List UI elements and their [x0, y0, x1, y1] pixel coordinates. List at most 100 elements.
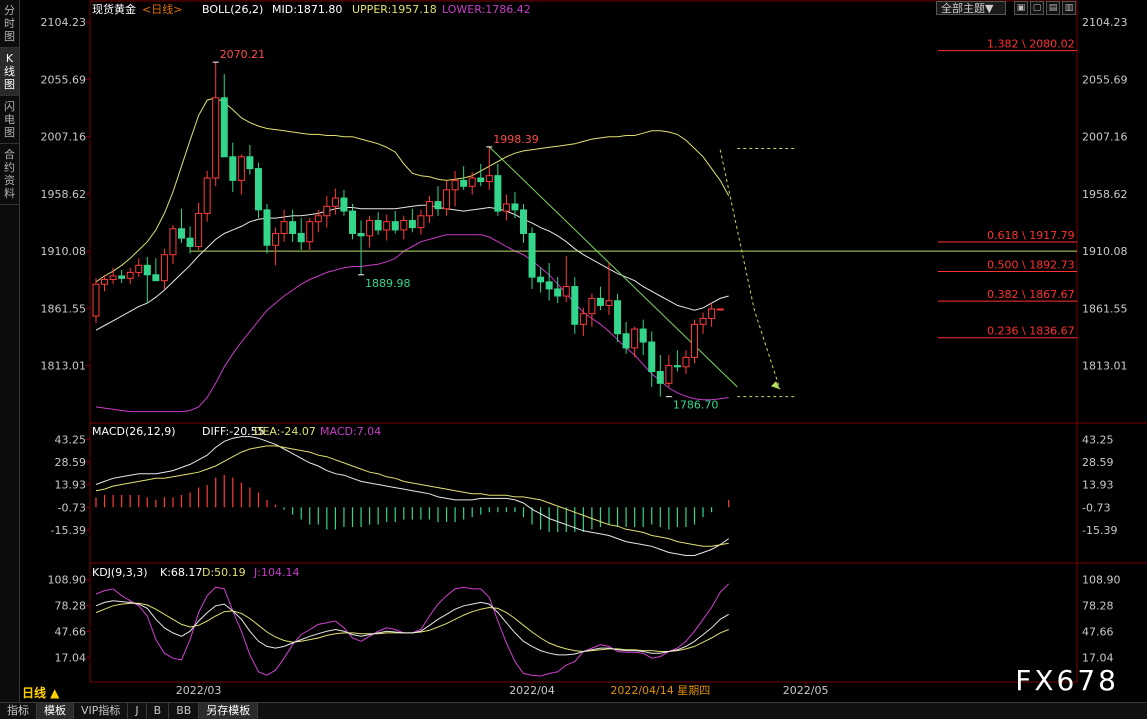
y-tick-left-0-2: 2007.16 — [41, 131, 87, 144]
candle-body-68 — [673, 365, 681, 368]
candle-body-8 — [160, 254, 168, 282]
macd-diff-value: DIFF:-20.55 — [202, 425, 265, 438]
layout-1-button[interactable]: ▣ — [1014, 1, 1028, 15]
candle-body-47 — [494, 175, 502, 212]
candle-body-11 — [186, 237, 194, 247]
y-tick-left-0-5: 1861.55 — [41, 302, 87, 315]
candle-body-26 — [314, 215, 322, 223]
date-label-2: 2022/04/14 星期四 — [610, 684, 710, 697]
candle-body-63 — [631, 328, 639, 349]
candle-body-66 — [656, 371, 664, 384]
candle-body-12 — [195, 212, 203, 247]
candle-body-57 — [579, 313, 587, 325]
y-tick-left-0-0: 2104.23 — [41, 16, 87, 29]
boll-label: BOLL(26,2) — [202, 3, 263, 16]
kdj-k-line — [95, 600, 729, 656]
candle-body-40 — [434, 201, 442, 210]
candle-body-46 — [485, 175, 493, 183]
candle-body-27 — [323, 205, 331, 217]
candle-body-50 — [520, 209, 527, 234]
y-tick-right-0-0: 2104.23 — [1082, 16, 1128, 29]
candle-body-25 — [306, 221, 314, 243]
candle-body-32 — [366, 219, 374, 237]
candle-body-3 — [118, 275, 126, 279]
boll-lower-value: LOWER:1786.42 — [442, 3, 531, 16]
y-tick-right-1-3: -0.73 — [1082, 501, 1110, 514]
bottom-tab-2[interactable]: VIP指标 — [74, 703, 129, 719]
boll-lower-line — [95, 234, 729, 413]
sidebar-tab-2[interactable]: 闪电图 — [0, 96, 19, 144]
theme-dropdown[interactable]: 全部主题▼ — [936, 1, 1006, 15]
candle-body-0 — [92, 283, 100, 317]
candle-body-22 — [280, 221, 288, 234]
candle-body-28 — [331, 197, 339, 207]
sidebar-tab-3[interactable]: 合约资料 — [0, 144, 19, 205]
candle-body-7 — [152, 274, 160, 282]
candle-body-35 — [391, 221, 399, 231]
candle-body-49 — [511, 203, 519, 211]
candle-body-18 — [246, 156, 254, 170]
candle-body-54 — [554, 288, 562, 297]
bottom-tab-0[interactable]: 指标 — [0, 703, 37, 719]
fib-label-4: 0.236 \ 1836.67 — [987, 325, 1075, 338]
boll-mid-value: MID:1871.80 — [272, 3, 342, 16]
boll-upper-line — [95, 97, 730, 283]
candle-body-36 — [400, 219, 408, 231]
candle-body-5 — [135, 264, 143, 273]
candle-body-1 — [101, 278, 109, 285]
layout-4-button[interactable]: ▥ — [1062, 1, 1076, 15]
bottom-tab-5[interactable]: BB — [169, 703, 200, 719]
y-tick-left-1-0: 43.25 — [55, 433, 87, 446]
candle-body-45 — [477, 177, 485, 183]
candle-body-64 — [639, 328, 647, 343]
y-tick-right-0-5: 1861.55 — [1082, 302, 1128, 315]
y-tick-right-2-2: 47.66 — [1082, 625, 1114, 638]
candle-body-69 — [682, 356, 690, 368]
candle-body-61 — [614, 300, 622, 335]
y-tick-left-2-0: 108.90 — [48, 574, 87, 587]
period-tab-daily[interactable]: 日线 ▲ — [22, 686, 60, 700]
layout-3-button[interactable]: ▤ — [1046, 1, 1060, 15]
projection-arrowhead — [771, 381, 780, 390]
bottom-toolbar: 指标 模板 VIP指标 J B BB 另存模板 — [0, 702, 1147, 719]
candle-body-67 — [665, 365, 673, 384]
macd-dea-value: DEA:-24.07 — [254, 425, 316, 438]
bottom-tab-6[interactable]: 另存模板 — [199, 703, 259, 719]
price-label-2: 1889.98 — [365, 277, 411, 290]
kdj-j-value: J:104.14 — [253, 566, 299, 579]
y-tick-left-1-1: 28.59 — [55, 456, 87, 469]
kdj-k-value: K:68.17 — [160, 566, 202, 579]
candle-body-20 — [263, 209, 271, 246]
macd-value: MACD:7.04 — [320, 425, 381, 438]
layout-2-button[interactable]: ▢ — [1030, 1, 1044, 15]
date-label-1: 2022/04 — [509, 684, 555, 697]
sidebar-tab-0[interactable]: 分时图 — [0, 0, 19, 48]
bottom-tab-4[interactable]: B — [147, 703, 170, 719]
candle-body-24 — [297, 232, 305, 243]
candle-body-39 — [425, 201, 433, 217]
bottom-tab-1[interactable]: 模板 — [37, 703, 74, 719]
period-label: <日线> — [142, 2, 182, 16]
kdj-d-value: D:50.19 — [202, 566, 246, 579]
price-label-1: 1998.39 — [493, 133, 539, 146]
y-tick-right-0-1: 2055.69 — [1082, 73, 1128, 86]
fx678-watermark: FX678 — [1015, 664, 1119, 697]
candle-body-53 — [545, 281, 553, 290]
candle-body-19 — [254, 168, 262, 211]
macd-label: MACD(26,12,9) — [92, 425, 176, 438]
candle-body-52 — [537, 276, 545, 283]
bottom-tab-3[interactable]: J — [128, 703, 147, 719]
candle-body-65 — [648, 341, 656, 373]
y-tick-left-2-2: 47.66 — [55, 625, 87, 638]
y-tick-left-0-3: 1958.62 — [41, 188, 87, 201]
candle-body-38 — [417, 215, 425, 229]
candle-body-62 — [622, 333, 630, 349]
candle-body-34 — [383, 221, 391, 231]
candle-body-29 — [340, 197, 348, 212]
candle-body-44 — [468, 177, 476, 187]
candle-body-30 — [349, 210, 356, 234]
candle-body-56 — [571, 286, 579, 325]
candle-body-6 — [143, 264, 151, 276]
